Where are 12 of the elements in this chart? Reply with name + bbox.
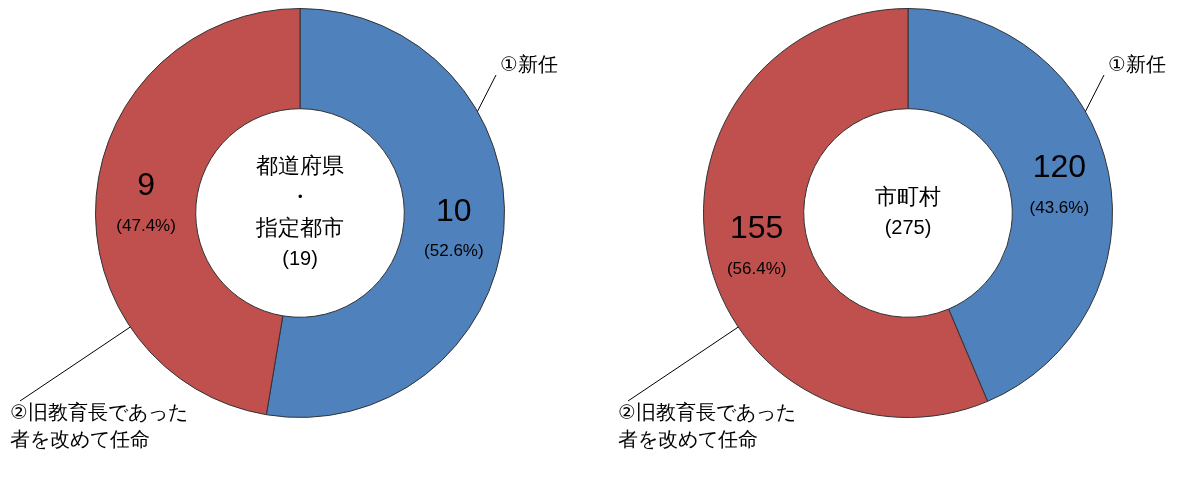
slice-label: ①新任 [1108, 52, 1166, 75]
text: 市町村 [875, 183, 941, 209]
data-label: 9 (47.4%) [116, 166, 176, 235]
text: (275) [884, 216, 932, 239]
slice-label: ②旧教育長であった者を改めて任命 [10, 400, 188, 450]
slice-label: ②旧教育長であった者を改めて任命 [618, 400, 796, 450]
data-label: 120 (43.6%) [1029, 148, 1090, 218]
text: (19) [282, 247, 318, 270]
data-label: 10 (52.6%) [424, 191, 484, 261]
text: 都道府県・指定都市 [255, 152, 344, 240]
slice-label: ①新任 [500, 52, 558, 75]
data-label: 155 (56.4%) [726, 209, 787, 279]
